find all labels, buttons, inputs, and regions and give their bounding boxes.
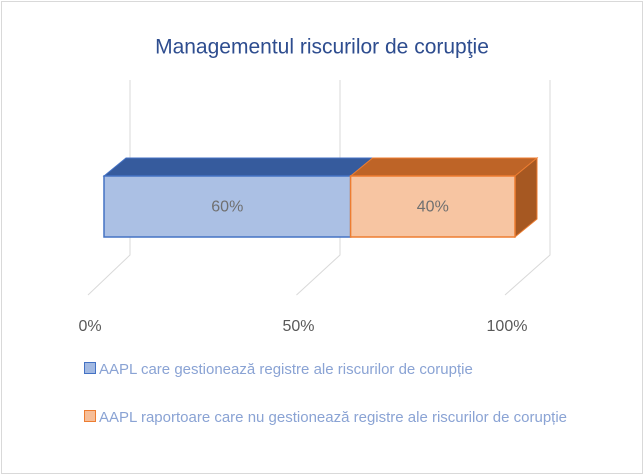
legend-entry: AAPL raportoare care nu gestionează regi… [84, 408, 624, 428]
x-tick-label: 0% [78, 318, 101, 335]
data-label: 60% [211, 199, 243, 216]
bar [103, 175, 352, 238]
bar [349, 175, 516, 238]
grid-line [504, 80, 551, 296]
grid-line [87, 80, 131, 296]
legend-label: AAPL care gestionează registre ale riscu… [99, 361, 473, 378]
x-tick-label: 100% [487, 318, 528, 335]
data-label: 40% [417, 199, 449, 216]
legend-entry: AAPL care gestionează registre ale riscu… [84, 360, 624, 380]
legend-label: AAPL raportoare care nu gestionează regi… [99, 409, 568, 426]
legend-swatch [84, 362, 96, 374]
x-tick-label: 50% [282, 318, 314, 335]
bar-top [102, 157, 375, 177]
chart-title: Managementul riscurilor de corupţie [155, 36, 489, 59]
bar-top [349, 157, 539, 177]
legend-swatch [84, 410, 96, 422]
grid-line [296, 80, 341, 296]
